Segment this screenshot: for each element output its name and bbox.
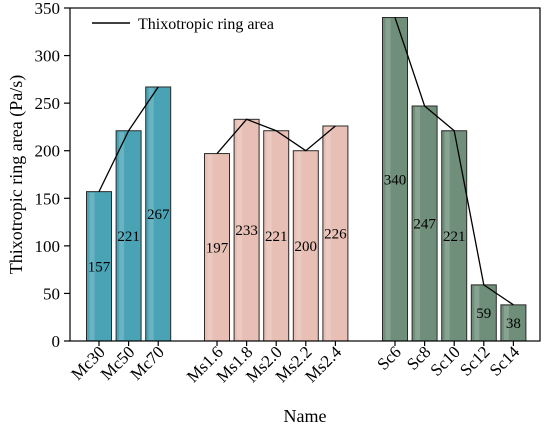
- y-tick-label: 50: [43, 284, 60, 303]
- bar-value-label: 340: [384, 172, 407, 188]
- series-line-ms: [216, 118, 336, 154]
- bar-highlight: [385, 18, 391, 341]
- bar-value-label: 267: [147, 207, 170, 223]
- x-tick-label: Sc12: [456, 342, 493, 379]
- bar-highlight: [207, 154, 213, 340]
- bar-sc6: [382, 17, 408, 342]
- x-tick-label: Sc6: [373, 342, 404, 373]
- x-axis-title: Name: [284, 406, 327, 426]
- x-tick-label: Sc14: [486, 342, 524, 380]
- bar-value-label: 197: [206, 240, 229, 256]
- bar-highlight: [237, 120, 243, 341]
- bar-highlight: [474, 285, 480, 340]
- bar-highlight: [148, 87, 154, 341]
- bar-value-label: 221: [117, 229, 140, 245]
- bar-sc12: [470, 284, 497, 342]
- bar-highlight: [415, 106, 421, 340]
- bar-value-labels: 157 221 267 197 233 221 200 226 340 247 221 59 38: [88, 172, 521, 332]
- legend-label: Thixotropic ring area: [138, 16, 274, 33]
- bar-highlight: [266, 131, 272, 340]
- bar-value-label: 247: [413, 216, 436, 232]
- y-tick-label: 250: [35, 94, 61, 113]
- y-tick-label: 0: [52, 332, 61, 351]
- bar-highlight: [296, 151, 302, 340]
- bar-value-label: 226: [324, 226, 347, 242]
- plot-frame: [69, 7, 541, 342]
- x-tick-label: Mc50: [97, 342, 138, 383]
- bar-value-label: 233: [235, 223, 258, 239]
- y-tick-label: 350: [35, 0, 61, 18]
- y-tick-label: 300: [35, 47, 61, 66]
- x-tick-label: Mc30: [67, 342, 108, 383]
- bar-value-label: 157: [88, 259, 111, 275]
- y-axis-title: Thixotropic ring area (Pa/s): [6, 75, 27, 274]
- y-axis: 0 50 100 150 200 250 300 350: [35, 0, 70, 351]
- bar-value-label: 200: [295, 239, 318, 255]
- bar-highlight: [503, 305, 509, 340]
- bar-mc50: [115, 130, 142, 342]
- x-tick-label: Mc70: [127, 342, 168, 383]
- bar-value-label: 221: [443, 229, 466, 245]
- bar-value-label: 221: [265, 229, 288, 245]
- bar-value-label: 59: [476, 306, 491, 322]
- bar-highlight: [119, 131, 125, 340]
- bar-highlight: [89, 192, 95, 340]
- series-line-sc: [394, 17, 514, 306]
- series-line-mc: [98, 86, 159, 192]
- bar-ms2-2: [292, 150, 319, 342]
- bars: [86, 17, 527, 342]
- y-tick-label: 200: [35, 142, 61, 161]
- legend: Thixotropic ring area: [92, 16, 274, 33]
- y-tick-label: 100: [35, 237, 61, 256]
- bar-highlight: [444, 131, 450, 340]
- bar-mc30: [86, 191, 112, 342]
- bar-value-label: 38: [506, 316, 521, 332]
- thixotropic-ring-area-lines: [98, 17, 514, 306]
- x-tick-label: Sc10: [427, 342, 464, 379]
- y-tick-label: 150: [35, 189, 61, 208]
- bar-ms2-0: [263, 130, 290, 342]
- bar-highlight: [325, 126, 331, 340]
